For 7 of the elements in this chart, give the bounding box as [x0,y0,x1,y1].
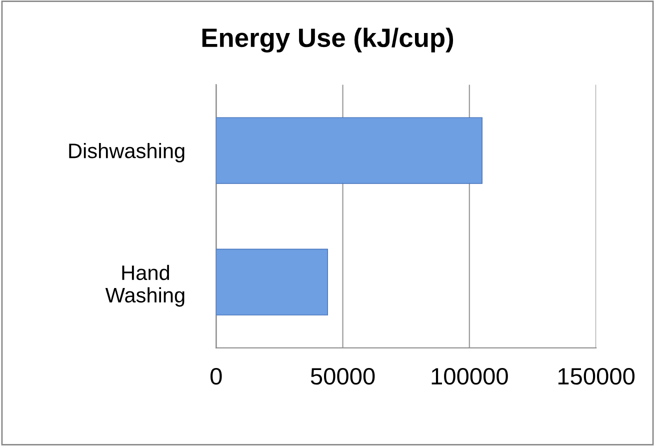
x-tick-label: 150000 [558,368,635,385]
y-tick-label: Dishwashing [69,142,184,162]
x-tick-label: 0 [210,368,222,385]
x-tick-label: 50000 [310,368,375,385]
x-tick-label: 100000 [432,368,508,385]
y-tick-label: Hand Washing [105,264,184,307]
chart-title: Energy Use (kJ/cup) [202,28,454,52]
